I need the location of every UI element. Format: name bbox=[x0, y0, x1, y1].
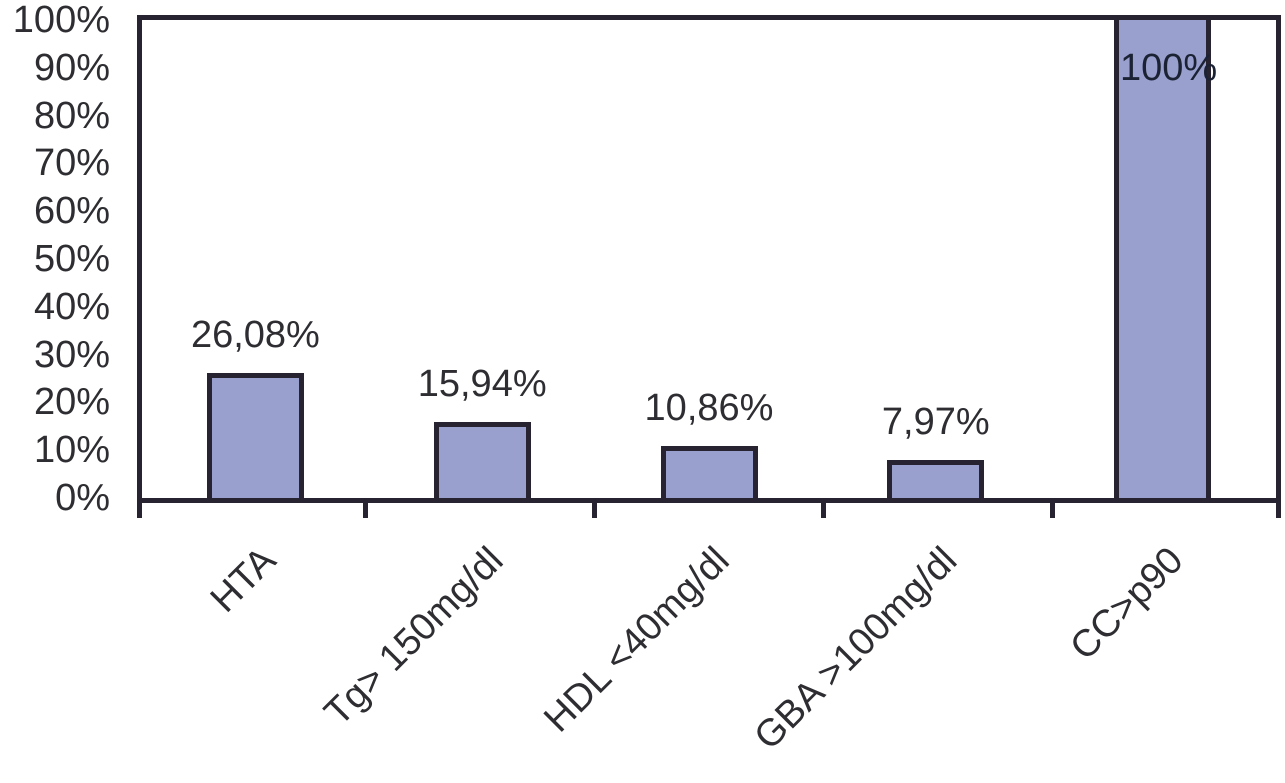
x-axis-tick bbox=[1276, 502, 1281, 518]
y-tick-label-100: 100% bbox=[12, 0, 110, 41]
x-axis-tick bbox=[137, 502, 142, 518]
bar-hta bbox=[206, 373, 304, 498]
x-category-label-gba100: GBA >100mg/dl bbox=[746, 539, 965, 758]
x-category-label-hdl40: HDL <40mg/dl bbox=[536, 539, 738, 741]
bar-tg150 bbox=[433, 422, 531, 498]
x-axis-tick bbox=[363, 502, 369, 518]
x-axis-tick bbox=[592, 502, 598, 518]
y-tick-label-90: 90% bbox=[33, 46, 110, 89]
y-tick-label-40: 40% bbox=[33, 285, 110, 328]
y-tick-label-30: 30% bbox=[33, 333, 110, 376]
y-tick-label-70: 70% bbox=[33, 142, 110, 185]
x-category-label-hta: HTA bbox=[202, 539, 285, 621]
x-axis-tick bbox=[1049, 502, 1055, 518]
bar-gba100 bbox=[887, 460, 985, 498]
x-axis-tick bbox=[820, 502, 826, 518]
y-tick-label-0: 0% bbox=[55, 477, 110, 519]
value-label-gba100: 7,97% bbox=[881, 400, 990, 443]
bar-hdl40 bbox=[660, 446, 758, 498]
x-category-label-tg150: Tg> 150mg/dl bbox=[316, 539, 512, 735]
y-tick-label-50: 50% bbox=[33, 238, 110, 280]
x-category-label-cc-p90: CC>p90 bbox=[1062, 539, 1192, 669]
value-label-tg150: 15,94% bbox=[417, 362, 547, 405]
value-label-hta: 26,08% bbox=[190, 314, 320, 357]
y-tick-label-80: 80% bbox=[33, 94, 110, 137]
plot-area: 26,08% 15,94% 10,86% 7,97% 100% bbox=[137, 15, 1281, 503]
value-label-hdl40: 10,86% bbox=[644, 387, 774, 430]
y-tick-label-60: 60% bbox=[33, 190, 110, 233]
bar-cc-p90 bbox=[1114, 20, 1212, 498]
y-tick-label-20: 20% bbox=[33, 381, 110, 424]
y-tick-label-10: 10% bbox=[33, 429, 110, 472]
value-label-cc-p90: 100% bbox=[1119, 47, 1218, 89]
